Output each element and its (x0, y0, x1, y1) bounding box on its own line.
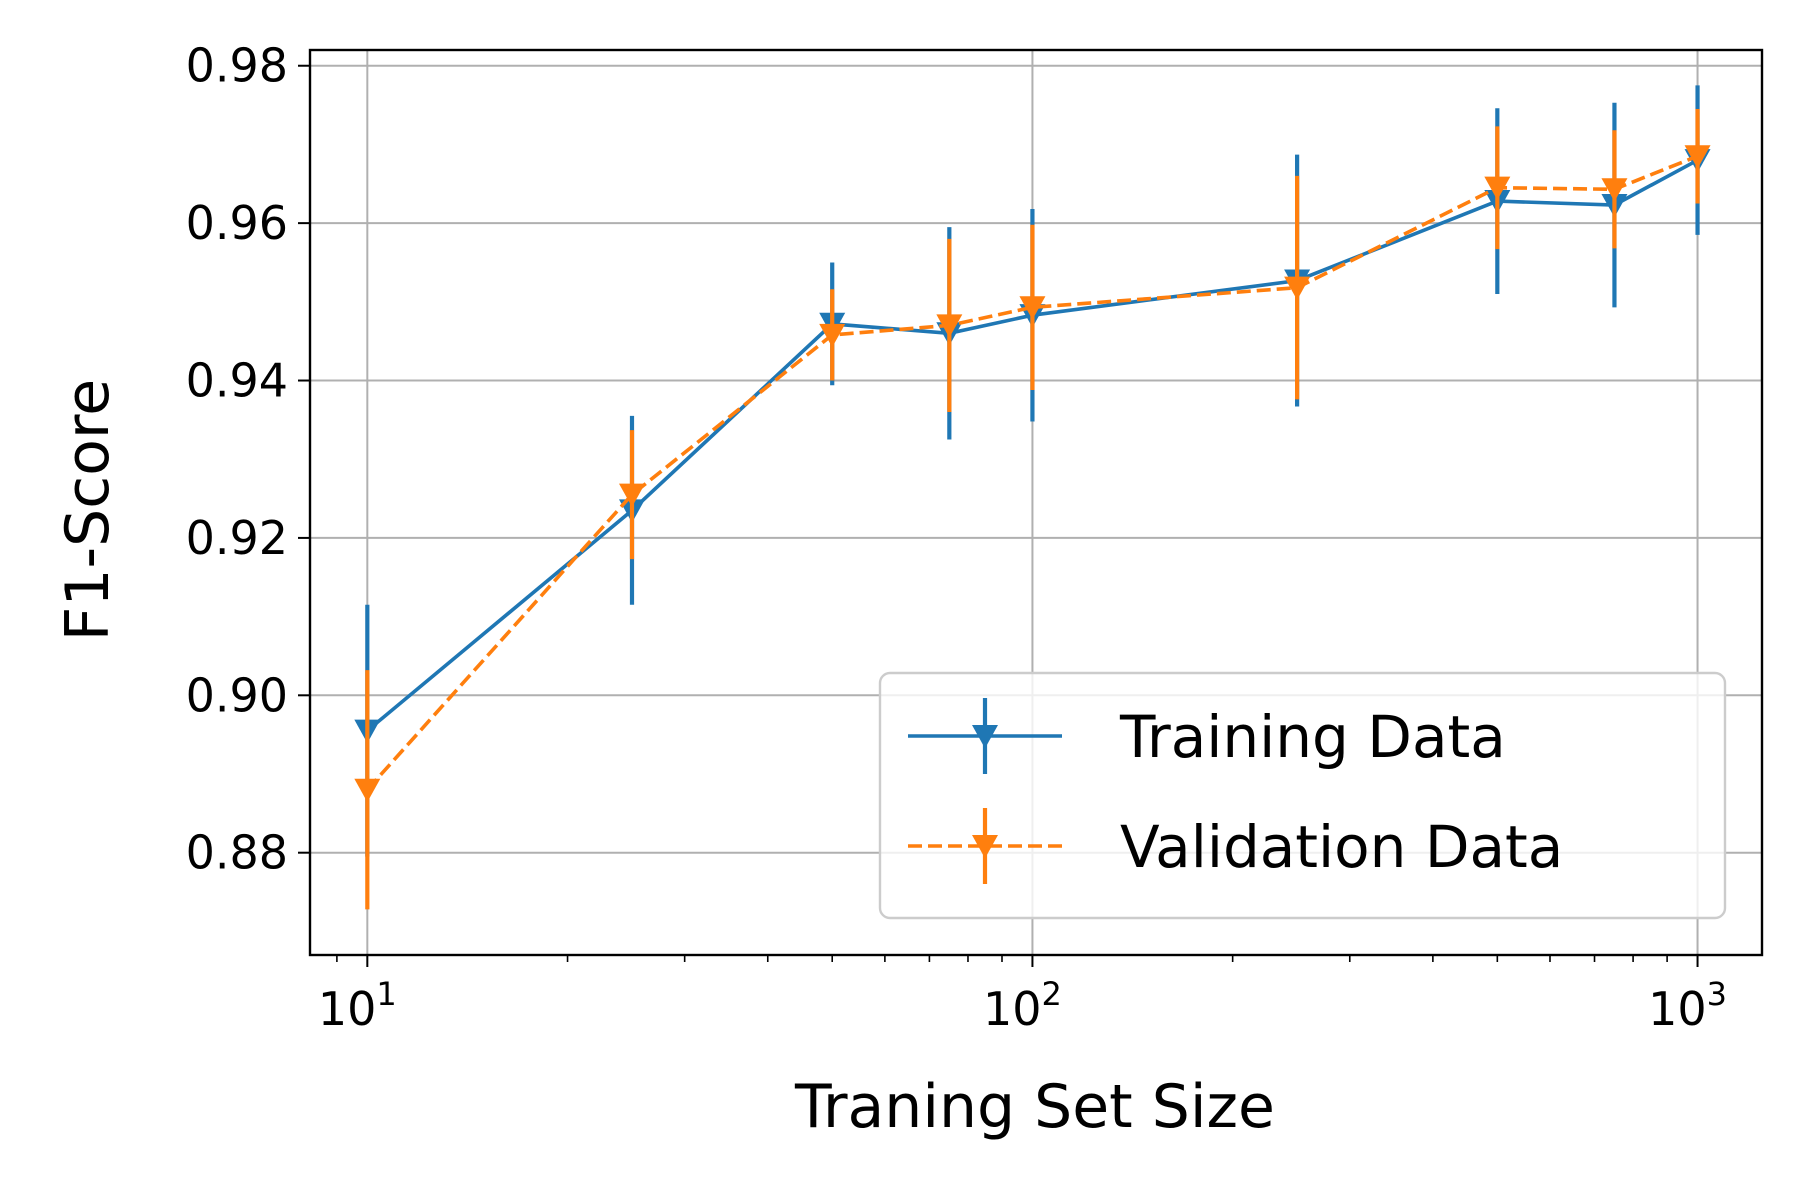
plot-frame (308, 48, 1764, 957)
series-validation (354, 109, 1711, 910)
data-point (1601, 178, 1628, 202)
y-tick-label: 0.88 (186, 826, 288, 880)
data-point (819, 323, 846, 348)
data-point (354, 778, 381, 803)
data-point (1284, 276, 1311, 301)
x-tick-label: 101 (318, 975, 397, 1036)
x-tick-label: 102 (983, 975, 1062, 1036)
grid (310, 50, 1762, 955)
data-point (1684, 145, 1711, 169)
legend: Training Data Validation Data (878, 671, 1727, 920)
data-point (618, 483, 645, 507)
y-tick-label: 0.94 (186, 354, 288, 408)
data-point (1019, 296, 1046, 320)
x-axis-label: Traning Set Size (794, 1072, 1275, 1142)
legend-label: Validation Data (1120, 813, 1563, 881)
series-line (365, 154, 1699, 791)
data-point (1484, 176, 1511, 201)
ticks: 0.88 0.90 0.92 0.94 0.96 0.98 101 102 103 (186, 39, 1727, 1036)
data-point (936, 314, 963, 338)
y-tick-label: 0.90 (186, 668, 288, 722)
y-tick-label: 0.98 (186, 39, 288, 93)
y-axis-label: F1-Score (53, 379, 123, 641)
legend-marker (972, 834, 998, 859)
series-layer (354, 85, 1711, 910)
legend-marker (972, 724, 998, 749)
y-tick-label: 0.92 (186, 511, 288, 565)
y-tick-label: 0.96 (186, 196, 288, 250)
legend-label: Training Data (1119, 703, 1506, 771)
legend-box (878, 671, 1727, 920)
x-tick-label: 103 (1648, 975, 1727, 1036)
